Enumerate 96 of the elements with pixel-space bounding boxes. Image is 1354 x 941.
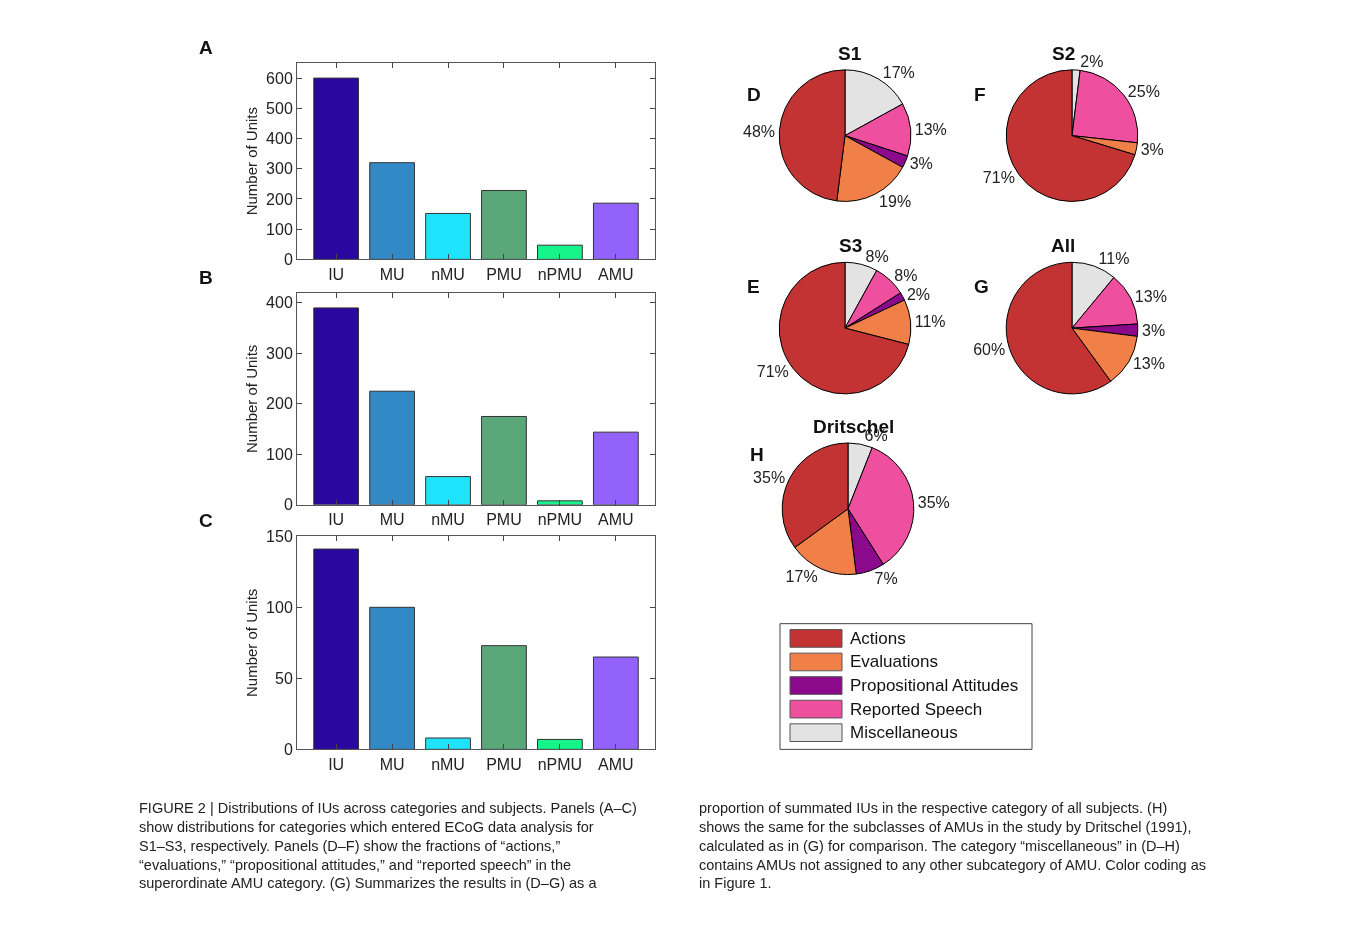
x-tick-label: nMU	[431, 265, 465, 283]
x-tick-label: nPMU	[537, 511, 583, 529]
bar	[481, 189, 527, 260]
bar	[369, 390, 415, 505]
data-label: 35%	[753, 468, 786, 486]
data-label: 2%	[906, 285, 931, 303]
bar	[592, 202, 639, 260]
bar	[481, 415, 527, 505]
x-tick-label: AMU	[598, 755, 634, 773]
y-tick-label: 0	[283, 496, 293, 514]
y-axis-title: Number of Units	[243, 344, 261, 453]
bar	[425, 476, 471, 505]
y-axis-title: Number of Units	[243, 588, 261, 698]
y-axis-title: Number of Units	[243, 106, 261, 216]
bar	[425, 212, 471, 260]
data-label: 48%	[743, 122, 776, 140]
x-tick-label: MU	[379, 265, 405, 283]
x-tick-label: PMU	[486, 265, 522, 283]
data-label: 25%	[1127, 83, 1160, 101]
x-tick-label: nPMU	[537, 265, 583, 283]
chart-title: S2	[1052, 43, 1076, 64]
bar	[592, 656, 639, 750]
y-tick-label: 400	[266, 130, 293, 148]
data-label: 19%	[879, 192, 912, 210]
bar	[369, 162, 415, 260]
y-tick-label: 500	[266, 99, 293, 117]
data-label: 17%	[882, 64, 915, 82]
legend-label: Reported Speech	[850, 700, 983, 719]
text: F	[974, 84, 986, 105]
text: A	[199, 37, 213, 58]
data-label: 2%	[1080, 53, 1104, 71]
data-label: 11%	[1098, 250, 1130, 268]
text: C	[199, 510, 213, 531]
data-label: 60%	[973, 340, 1006, 358]
bar	[313, 307, 360, 505]
y-tick-label: 100	[266, 220, 293, 238]
caption: FIGURE 2 | Distributions of IUs across categories and subjects. Panels (A–C) show distributions for categories which entered ECoG data analysis for S1–S3, respectively. Panels (D–F) show the fractions of “actions,” “evaluations,” “propositional attitudes,” and “reported speech” in the superordinate AMU category. (G) Summarizes the results in (D–G) as a	[139, 800, 637, 892]
data-label: 7%	[874, 569, 898, 587]
x-tick-label: MU	[379, 511, 405, 529]
x-tick-label: nMU	[431, 755, 465, 773]
x-tick-label: AMU	[598, 511, 634, 529]
bar	[313, 77, 360, 260]
data-label: 13%	[1132, 355, 1165, 373]
data-label: 11%	[914, 313, 946, 331]
bar	[481, 645, 527, 750]
bar	[592, 431, 639, 505]
x-tick-label: nPMU	[537, 755, 583, 773]
x-tick-label: AMU	[598, 265, 634, 283]
data-label: 71%	[756, 363, 789, 381]
data-label: 3%	[1140, 140, 1164, 158]
y-tick-label: 400	[266, 294, 293, 312]
text: E	[747, 276, 760, 297]
text: B	[199, 267, 213, 288]
y-tick-label: 150	[266, 527, 293, 545]
x-tick-label: nMU	[431, 511, 465, 529]
y-tick-label: 200	[266, 395, 293, 413]
text: proportion of summated IUs in the respective category of all subjects. (H) shows the same for the subclasses of AMUs in the study by Dritschel (1991), calculated as in (G) for comparison. The category “miscellaneous” in (D–H) contains AMUs not assigned to any other subcategory of AMU. Color coding as in Figure 1.	[699, 800, 1206, 892]
bar	[537, 738, 583, 750]
chart-title: All	[1051, 235, 1076, 256]
y-tick-label: 0	[283, 740, 293, 758]
data-label: 8%	[894, 267, 918, 285]
text: D	[747, 84, 761, 105]
bar	[537, 244, 583, 260]
text: H	[750, 444, 764, 465]
x-tick-label: IU	[328, 511, 345, 529]
bar	[369, 606, 415, 750]
x-tick-label: IU	[328, 265, 345, 283]
legend-label: Evaluations	[850, 652, 938, 671]
text: G	[974, 276, 989, 297]
data-label: 8%	[865, 247, 889, 265]
data-label: 13%	[1134, 287, 1167, 305]
x-tick-label: PMU	[486, 511, 522, 529]
y-tick-label: 300	[266, 344, 293, 362]
data-label: 71%	[982, 169, 1015, 187]
x-tick-label: MU	[379, 755, 405, 773]
y-tick-label: 600	[266, 69, 293, 87]
bar	[313, 548, 360, 750]
legend-label: Miscellaneous	[850, 723, 958, 742]
bar	[425, 737, 471, 750]
y-tick-label: 0	[283, 250, 293, 268]
y-tick-label: 50	[275, 669, 293, 687]
legend-label: Actions	[850, 629, 906, 648]
chart-title: S3	[839, 235, 863, 256]
data-label: 3%	[909, 154, 933, 172]
y-tick-label: 100	[266, 445, 293, 463]
y-tick-label: 300	[266, 160, 293, 178]
y-tick-label: 100	[266, 598, 293, 616]
y-tick-label: 200	[266, 190, 293, 208]
x-tick-label: IU	[328, 755, 345, 773]
data-label: 3%	[1142, 321, 1166, 339]
data-label: 13%	[914, 120, 947, 138]
data-label: 35%	[917, 494, 950, 512]
chart-title: S1	[838, 43, 862, 64]
data-label: 17%	[785, 567, 818, 585]
legend-label: Propositional Attitudes	[850, 676, 1019, 695]
x-tick-label: PMU	[486, 755, 522, 773]
